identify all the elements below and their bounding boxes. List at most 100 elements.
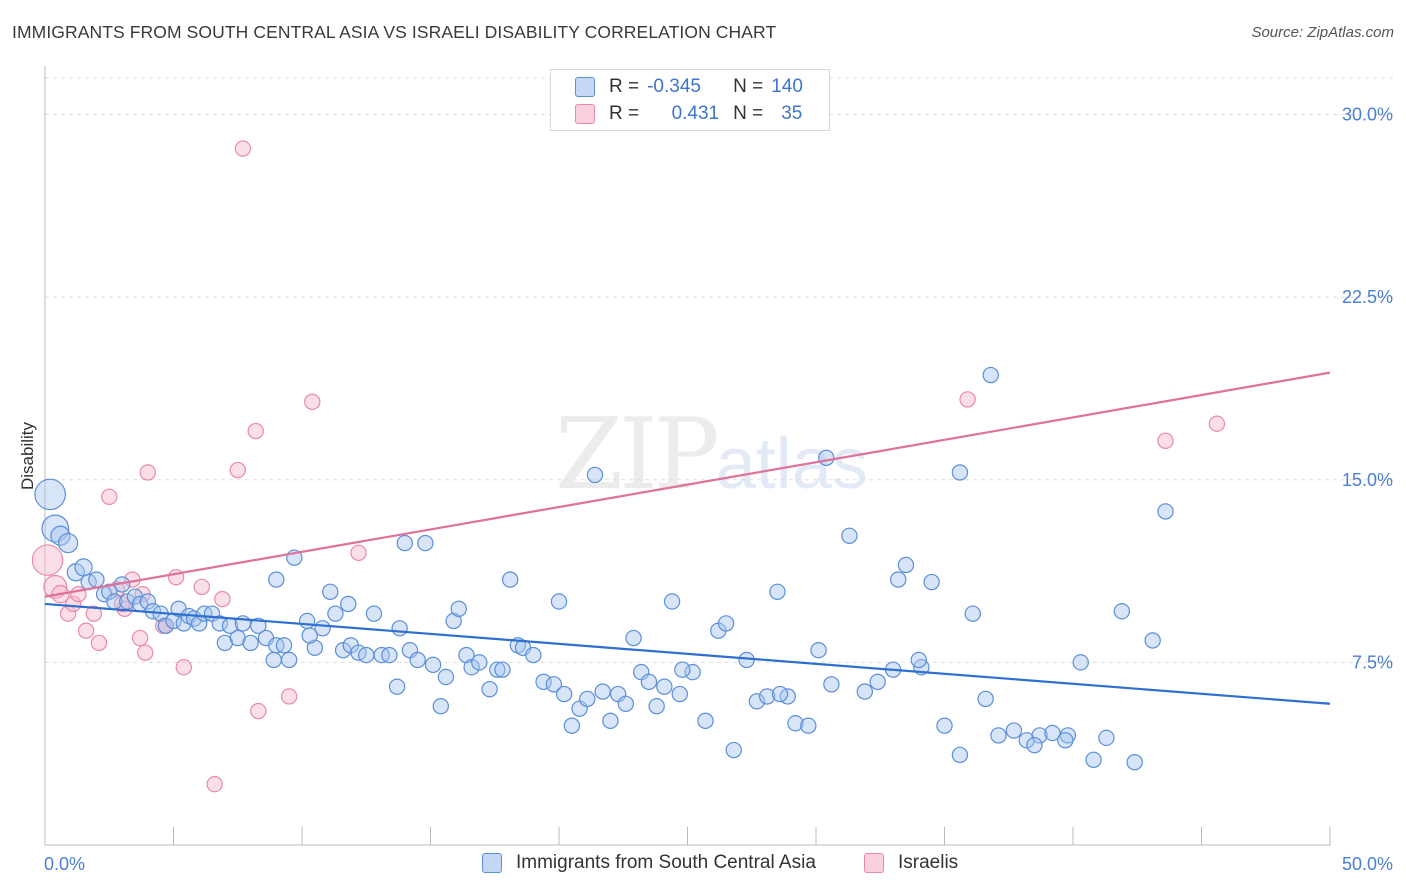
- y-tick-label: 7.5%: [1352, 652, 1393, 672]
- south-central-asia-point: [250, 617, 267, 635]
- south-central-asia-point: [594, 683, 611, 700]
- south-central-asia-point: [964, 605, 981, 622]
- south-central-asia-point: [563, 717, 581, 734]
- south-central-asia-point: [818, 449, 835, 467]
- south-central-asia-point: [535, 673, 552, 691]
- south-central-asia-point: [88, 571, 105, 588]
- y-tick-label: 15.0%: [1342, 470, 1393, 490]
- south-central-asia-point: [275, 637, 293, 654]
- south-central-asia-point: [471, 654, 488, 671]
- south-central-asia-point: [437, 668, 455, 686]
- south-central-asia-point: [810, 642, 827, 659]
- south-central-asia-point: [586, 466, 604, 484]
- south-central-asia-point: [1005, 722, 1023, 739]
- south-central-asia-point: [684, 663, 701, 681]
- series-legend-label-2: Israelis: [898, 852, 959, 873]
- south-central-asia-point: [34, 478, 66, 511]
- legend-r-label: R =: [609, 103, 640, 124]
- south-central-asia-point: [758, 688, 776, 705]
- south-central-asia-point: [242, 634, 259, 652]
- south-central-asia-point: [280, 651, 298, 669]
- south-central-asia-point: [897, 556, 915, 574]
- south-central-asia-point: [1126, 754, 1143, 771]
- israelis-point: [229, 461, 246, 479]
- legend-n-value: 35: [781, 103, 803, 124]
- legend-n-value: 140: [771, 76, 803, 97]
- south-central-asia-point: [327, 605, 344, 622]
- israelis-point: [304, 393, 321, 411]
- chart-title: IMMIGRANTS FROM SOUTH CENTRAL ASIA VS IS…: [12, 22, 777, 42]
- legend-row-series1: R = -0.345 N = 140: [575, 75, 803, 99]
- south-central-asia-point: [663, 593, 681, 610]
- israelis-point: [77, 622, 95, 639]
- south-central-asia-point: [697, 712, 714, 730]
- south-central-asia-point: [481, 680, 498, 698]
- south-central-asia-point: [674, 661, 691, 678]
- israelis-point: [139, 464, 156, 481]
- south-central-asia-point: [625, 629, 642, 647]
- israelis-point: [90, 634, 108, 652]
- south-central-asia-point: [923, 573, 940, 591]
- south-central-asia-point: [856, 683, 874, 700]
- south-central-asia-point: [211, 615, 228, 632]
- south-central-asia-point: [787, 715, 804, 732]
- south-central-asia-point: [990, 727, 1007, 744]
- south-central-asia-point: [1157, 503, 1174, 520]
- south-central-asia-point: [671, 685, 688, 703]
- south-central-asia-point: [550, 593, 568, 610]
- south-central-asia-point: [396, 534, 413, 552]
- south-central-asia-point: [656, 678, 673, 695]
- south-central-asia-point: [1144, 632, 1161, 649]
- south-central-asia-point: [648, 698, 665, 715]
- israelis-point: [85, 605, 103, 622]
- south-central-asia-point: [101, 583, 118, 600]
- south-central-asia-point: [417, 534, 434, 552]
- axes: [44, 66, 1331, 846]
- south-central-asia-point: [298, 612, 316, 630]
- israelis-point: [31, 544, 64, 576]
- south-central-asia-point: [301, 627, 318, 644]
- south-central-asia-point: [869, 673, 886, 691]
- south-central-asia-point: [555, 685, 573, 703]
- series-legend-item-1: Immigrants from South Central Asia: [482, 852, 816, 874]
- y-tick-label: 22.5%: [1342, 287, 1393, 307]
- series-swatch-pink: [864, 853, 884, 873]
- south-central-asia-point: [748, 693, 766, 710]
- south-central-asia-point: [322, 583, 339, 600]
- y-axis-label: Disability: [18, 421, 37, 490]
- watermark-atlas: atlas: [715, 424, 868, 504]
- south-central-asia-point: [1113, 603, 1131, 620]
- south-central-asia-point: [525, 646, 542, 664]
- israelis-trendline: [44, 371, 1331, 598]
- south-central-asia-point: [391, 620, 408, 637]
- south-central-asia-point: [268, 571, 285, 588]
- south-central-asia-points: [34, 366, 1174, 771]
- south-central-asia-point: [982, 366, 999, 384]
- south-central-asia-point: [890, 571, 907, 588]
- south-central-asia-trendline: [44, 602, 1331, 705]
- legend-r-value: -0.345: [647, 76, 701, 97]
- series-legend-label-1: Immigrants from South Central Asia: [516, 852, 816, 873]
- x-tick-label: 50.0%: [1342, 854, 1393, 874]
- israelis-point: [247, 422, 264, 440]
- south-central-asia-point: [494, 661, 511, 678]
- israelis-point: [1208, 415, 1226, 432]
- south-central-asia-point: [1031, 727, 1048, 744]
- south-central-asia-point: [602, 712, 619, 730]
- south-central-asia-point: [306, 639, 324, 656]
- source-label: Source: ZipAtlas.com: [1251, 24, 1394, 41]
- south-central-asia-point: [74, 558, 93, 577]
- south-central-asia-point: [951, 464, 969, 481]
- south-central-asia-point: [1057, 732, 1074, 749]
- south-central-asia-point: [823, 676, 840, 693]
- south-central-asia-point: [50, 525, 71, 546]
- south-central-asia-point: [381, 646, 398, 664]
- israelis-point: [234, 140, 252, 157]
- south-central-asia-point: [432, 698, 449, 715]
- south-central-asia-point: [545, 676, 563, 693]
- south-central-asia-point: [951, 746, 969, 764]
- israelis-point: [206, 775, 223, 793]
- south-central-asia-point: [1072, 654, 1089, 671]
- south-central-asia-point: [501, 571, 519, 588]
